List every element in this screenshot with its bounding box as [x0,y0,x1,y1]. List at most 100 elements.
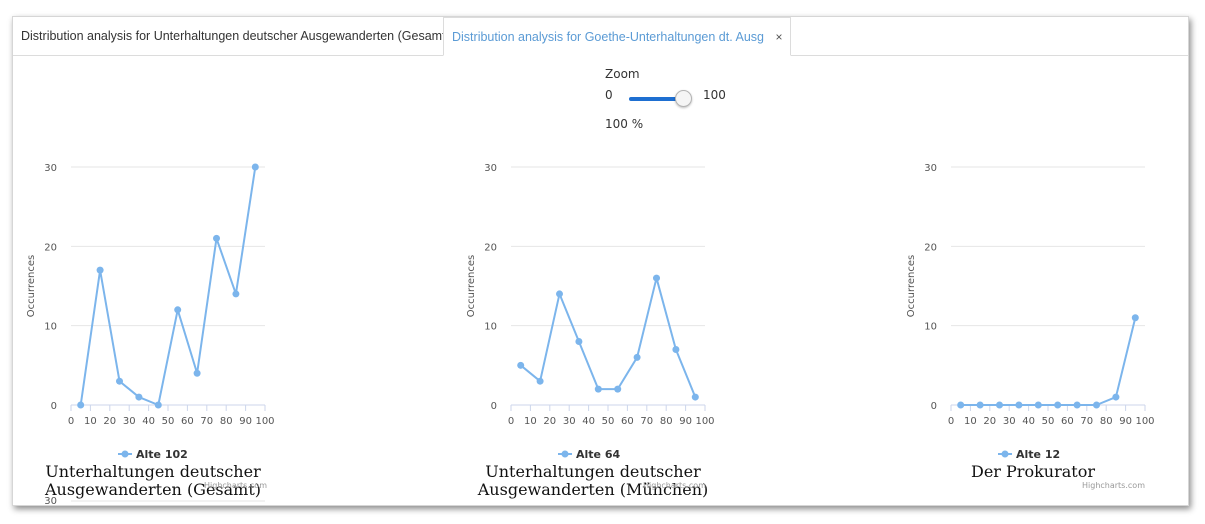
chart-svg: 0 10 20 30 0 10 20 30 40 50 60 70 80 90 100 Occurrences… [906,163,1155,461]
x-tick-label: 20 [543,416,556,427]
data-point [691,393,699,401]
y-axis-title: Occurrences [906,255,917,317]
data-point [633,353,641,361]
y-tick-label: 0 [931,401,937,412]
data-point [1093,401,1100,409]
x-tick-label: 60 [1061,416,1074,427]
x-tick-label: 60 [181,416,194,427]
data-point [116,377,123,385]
x-tick-label: 70 [200,416,213,427]
legend-marker [1001,450,1009,458]
chart-credits[interactable]: Highcharts.com [643,481,706,490]
data-point [77,401,85,409]
x-tick-label: 20 [983,416,996,427]
zoom-slider-track[interactable] [629,97,685,101]
y-tick-label: 30 [44,496,57,505]
y-tick-label: 30 [484,163,497,174]
y-tick-label: 20 [484,242,497,253]
tab-label: Distribution analysis for Goethe-Unterha… [452,30,764,44]
chart-credits[interactable]: Highcharts.com [1082,481,1145,490]
chart-svg: 0 10 20 30 0 10 20 30 40 50 60 70 80 90 100 Occurrences… [26,163,275,461]
data-point [232,290,240,298]
zoom-max-label: 100 [703,88,726,102]
chart-title: Der Prokurator [971,462,1095,481]
x-tick-label: 70 [1080,416,1093,427]
x-tick-label: 80 [660,416,673,427]
x-tick-label: 10 [84,416,97,427]
distribution-chart: 30 [13,487,293,505]
zoom-slider-handle[interactable] [675,90,692,107]
data-point [1015,401,1023,409]
x-tick-label: 10 [964,416,977,427]
x-tick-label: 90 [1119,416,1132,427]
x-tick-label: 50 [1042,416,1055,427]
tab-bar: Distribution analysis for Unterhaltungen… [13,17,1188,56]
distribution-chart: 0 10 20 30 0 10 20 30 40 50 60 70 80 90 100 Occurrences… [13,133,293,505]
data-point [517,361,525,369]
x-tick-label: 0 [508,416,514,427]
chart-svg: 30 [44,496,265,505]
x-tick-label: 90 [679,416,692,427]
data-point [672,345,680,353]
distribution-chart: 0 10 20 30 0 10 20 30 40 50 60 70 80 90 100 Occurrences… [453,133,733,505]
y-tick-label: 10 [484,322,497,333]
chart-credits[interactable]: Highcharts.com [204,481,267,490]
x-tick-label: 100 [695,416,714,427]
zoom-value: 100 % [605,117,644,131]
x-tick-label: 30 [123,416,136,427]
legend-label: Alte 12 [1016,448,1060,461]
data-point [213,234,220,242]
data-point [251,163,259,171]
x-tick-label: 0 [68,416,74,427]
y-tick-label: 0 [51,401,57,412]
data-point [135,393,143,401]
x-tick-label: 10 [524,416,537,427]
y-tick-label: 20 [924,242,937,253]
x-tick-label: 40 [582,416,595,427]
data-point [653,274,660,282]
zoom-label: Zoom [605,67,640,81]
y-axis-title: Occurrences [26,255,37,317]
y-axis-title: Occurrences [466,255,477,317]
data-point [957,401,965,409]
x-tick-label: 40 [142,416,155,427]
data-point [1131,314,1139,322]
series-line [520,277,697,398]
x-tick-label: 0 [948,416,954,427]
y-tick-label: 30 [44,163,57,174]
data-point [976,401,984,409]
y-tick-label: 0 [491,401,497,412]
data-point [1054,401,1062,409]
x-tick-label: 100 [255,416,274,427]
zoom-control: Zoom 0 100 100 % [603,67,763,137]
x-tick-label: 100 [1135,416,1154,427]
x-tick-label: 30 [1003,416,1016,427]
data-point [614,385,622,393]
data-point [174,306,182,314]
tab-gesamt[interactable]: Distribution analysis for Unterhaltungen… [13,17,472,55]
y-tick-label: 30 [924,163,937,174]
tab-label: Distribution analysis for Unterhaltungen… [21,29,450,43]
chart-title: Unterhaltungen deutscher Ausgewanderten … [44,462,262,499]
tab-goethe[interactable]: Distribution analysis for Goethe-Unterha… [443,17,792,56]
x-tick-label: 20 [103,416,116,427]
legend-label: Alte 102 [136,448,188,461]
y-tick-label: 10 [44,322,57,333]
zoom-min-label: 0 [605,88,613,102]
y-tick-label: 20 [44,242,57,253]
series-line [79,166,257,406]
close-icon[interactable]: × [775,30,783,44]
chart-svg: 0 10 20 30 0 10 20 30 40 50 60 70 80 90 100 Occurrences… [466,163,715,461]
legend-marker [561,450,569,458]
data-point [536,377,544,385]
x-tick-label: 80 [1100,416,1113,427]
data-point [996,401,1003,409]
x-tick-label: 90 [239,416,252,427]
chart-title: Unterhaltungen deutscher Ausgewanderten … [477,462,709,499]
distribution-window: Distribution analysis for Unterhaltungen… [12,16,1189,506]
x-tick-label: 50 [162,416,175,427]
data-point [193,369,201,377]
x-tick-label: 30 [563,416,576,427]
y-tick-label: 10 [924,322,937,333]
data-point [1034,401,1042,409]
